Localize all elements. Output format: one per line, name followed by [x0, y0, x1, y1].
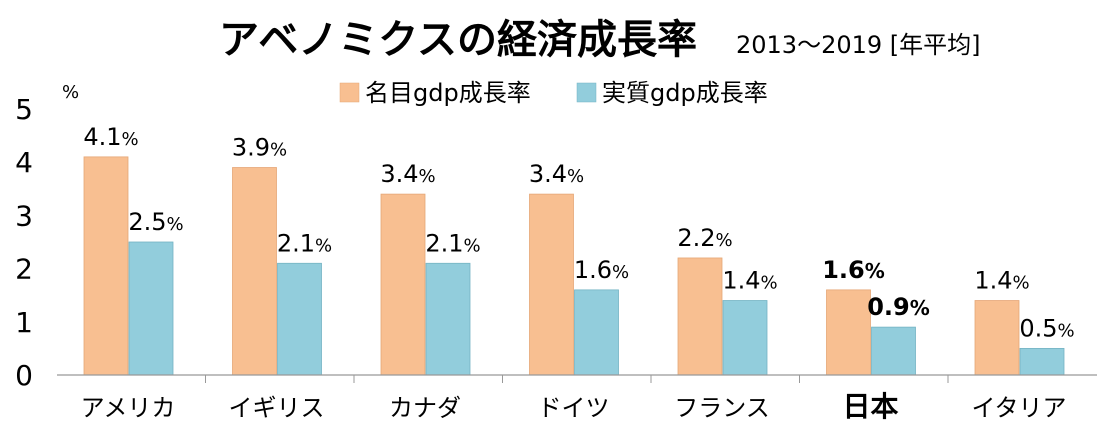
legend-swatch-real: [576, 82, 597, 103]
bar-real: [1019, 347, 1065, 376]
y-tick-label: 1: [15, 306, 33, 339]
data-label-nominal: 3.4%: [529, 160, 584, 188]
bar-nominal: [826, 289, 871, 376]
data-label-nominal: 3.9%: [232, 134, 287, 162]
data-label-real: 2.1%: [425, 229, 480, 257]
legend-swatch-nominal: [339, 82, 360, 103]
bar-nominal: [380, 193, 426, 376]
data-label-real: 1.4%: [722, 267, 777, 295]
bar-real: [722, 300, 768, 376]
data-label-nominal: 3.4%: [380, 160, 435, 188]
y-tick-label: 2: [15, 253, 33, 286]
data-label-nominal: 4.1%: [83, 123, 138, 151]
bar-nominal: [529, 193, 574, 376]
category-label: イギリス: [229, 394, 325, 422]
bar-real: [277, 262, 322, 376]
category-label: イタリア: [971, 394, 1066, 422]
data-label-real: 2.1%: [277, 229, 332, 257]
y-tick-label: 0: [15, 359, 33, 392]
y-axis-unit-label: %: [62, 82, 79, 103]
bar-real: [128, 241, 174, 376]
bar-real: [871, 326, 916, 376]
data-label-real: 0.5%: [1019, 314, 1074, 342]
data-label-real: 0.9%: [867, 293, 930, 321]
bar-nominal: [974, 300, 1020, 376]
bar-real: [574, 289, 619, 376]
bar-nominal: [232, 167, 277, 376]
data-label-nominal: 1.4%: [974, 267, 1029, 295]
data-label-nominal: 2.2%: [677, 224, 732, 252]
category-label: アメリカ: [81, 394, 176, 422]
data-label-nominal: 1.6%: [822, 256, 885, 284]
bar-nominal: [83, 156, 129, 376]
category-label: 日本: [842, 390, 898, 423]
legend-label-nominal: 名目gdp成長率: [365, 79, 531, 107]
chart-title: アベノミクスの経済成長率: [219, 17, 697, 63]
legend-label-real: 実質gdp成長率: [602, 79, 768, 107]
data-label-real: 2.5%: [128, 208, 183, 236]
y-tick-label: 3: [15, 199, 33, 232]
data-label-real: 1.6%: [574, 256, 629, 284]
bar-real: [425, 262, 471, 376]
category-label: ドイツ: [538, 394, 610, 422]
y-tick-label: 4: [15, 146, 33, 179]
category-label: フランス: [674, 394, 770, 422]
chart-subtitle: 2013～2019 [年平均]: [736, 31, 981, 59]
legend: 名目gdp成長率 実質gdp成長率: [339, 79, 768, 107]
y-tick-label: 5: [15, 93, 33, 126]
category-label: カナダ: [389, 394, 461, 422]
bar-nominal: [677, 257, 723, 376]
